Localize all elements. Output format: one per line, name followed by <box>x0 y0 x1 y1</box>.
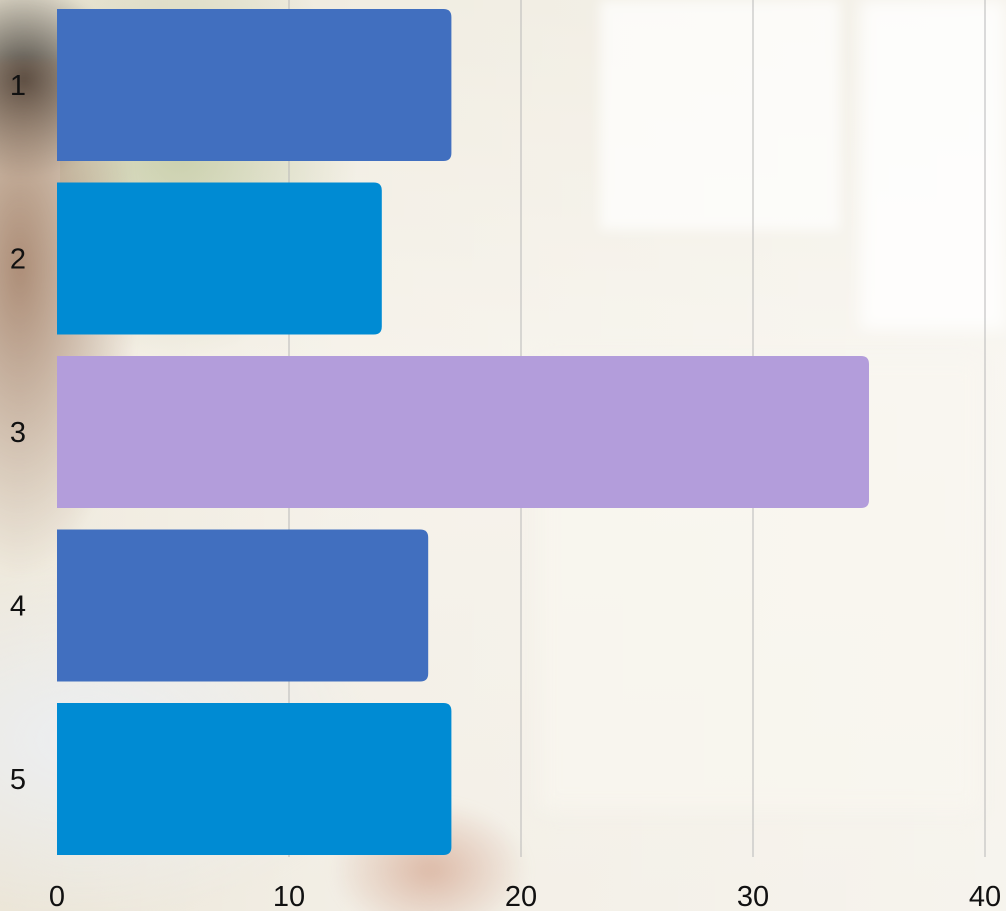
x-tick-label: 30 <box>737 881 769 911</box>
y-category-label: 4 <box>10 591 26 623</box>
bars <box>57 9 869 855</box>
x-tick-label: 20 <box>505 881 537 911</box>
x-tick-label: 40 <box>969 881 1001 911</box>
x-tick-label: 10 <box>273 881 305 911</box>
y-axis-labels: 1 2 3 4 5 <box>10 70 26 796</box>
bar-3 <box>57 356 869 508</box>
y-category-label: 1 <box>10 70 26 102</box>
y-category-label: 2 <box>10 244 26 276</box>
bar-2 <box>57 182 382 335</box>
bar-5 <box>57 703 452 855</box>
bar-4 <box>57 529 429 682</box>
x-axis-labels: 0 10 20 30 40 <box>49 881 1001 911</box>
y-category-label: 3 <box>10 417 26 449</box>
x-tick-label: 0 <box>49 881 65 911</box>
y-category-label: 5 <box>10 764 26 796</box>
bar-1 <box>57 9 452 161</box>
